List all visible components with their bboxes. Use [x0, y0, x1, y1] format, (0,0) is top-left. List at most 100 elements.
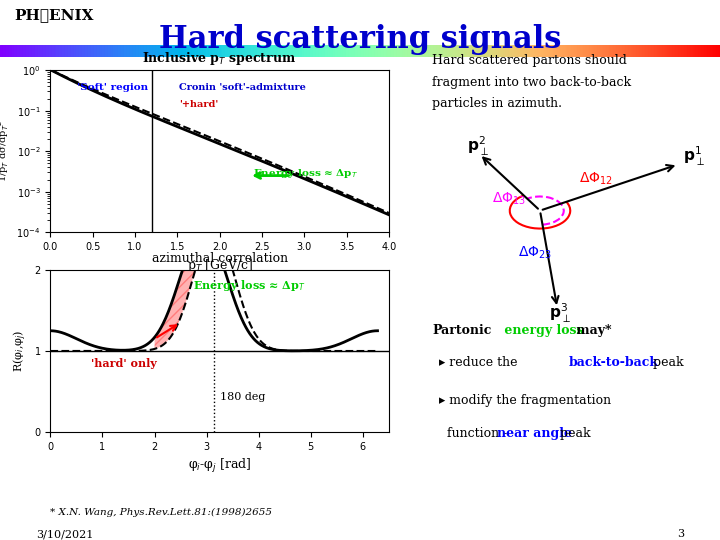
Bar [685, 45, 687, 57]
Bar [487, 45, 489, 57]
Text: * X.N. Wang, Phys.Rev.Lett.81:(1998)2655: * X.N. Wang, Phys.Rev.Lett.81:(1998)2655 [50, 508, 272, 517]
Bar [82, 45, 84, 57]
Bar [140, 45, 141, 57]
Bar [181, 45, 182, 57]
Bar [647, 45, 648, 57]
Bar [13, 45, 14, 57]
Text: function -: function - [439, 427, 511, 440]
Bar [315, 45, 316, 57]
Bar [78, 45, 79, 57]
Bar [394, 45, 395, 57]
Bar [230, 45, 231, 57]
Bar [361, 45, 362, 57]
Bar [515, 45, 516, 57]
Text: 3/10/2021: 3/10/2021 [36, 529, 94, 539]
Bar [522, 45, 523, 57]
Bar [388, 45, 390, 57]
Bar [36, 45, 37, 57]
Bar [332, 45, 333, 57]
Bar [362, 45, 364, 57]
Text: $\Delta\Phi_{12}$: $\Delta\Phi_{12}$ [579, 171, 613, 187]
Bar [596, 45, 598, 57]
Bar [309, 45, 310, 57]
Bar [564, 45, 566, 57]
Bar [541, 45, 543, 57]
Bar [319, 45, 320, 57]
Bar [228, 45, 230, 57]
Bar [672, 45, 674, 57]
Bar [703, 45, 704, 57]
Bar [509, 45, 510, 57]
Bar [521, 45, 522, 57]
Bar [639, 45, 641, 57]
Bar [390, 45, 391, 57]
Bar [22, 45, 23, 57]
Bar [469, 45, 470, 57]
Text: Cronin 'soft'-admixture: Cronin 'soft'-admixture [179, 83, 306, 92]
Bar [532, 45, 534, 57]
Bar [6, 45, 7, 57]
Bar [204, 45, 205, 57]
Bar [339, 45, 341, 57]
Bar [296, 45, 297, 57]
Bar [105, 45, 107, 57]
Bar [615, 45, 616, 57]
Bar [716, 45, 717, 57]
Bar [460, 45, 462, 57]
Bar [122, 45, 124, 57]
Bar [151, 45, 153, 57]
Bar [215, 45, 217, 57]
Bar [420, 45, 421, 57]
Bar [428, 45, 430, 57]
Bar [325, 45, 326, 57]
Bar [499, 45, 500, 57]
Bar [231, 45, 233, 57]
Bar [589, 45, 590, 57]
Bar [132, 45, 134, 57]
Bar [382, 45, 384, 57]
Bar [287, 45, 289, 57]
Text: particles in azimuth.: particles in azimuth. [432, 97, 562, 110]
Bar [210, 45, 211, 57]
Bar [560, 45, 562, 57]
Text: Energy loss ≈ Δp$_T$: Energy loss ≈ Δp$_T$ [253, 166, 359, 179]
Bar [247, 45, 248, 57]
Bar [26, 45, 27, 57]
Bar [567, 45, 569, 57]
Bar [30, 45, 32, 57]
Bar [539, 45, 541, 57]
Bar [652, 45, 654, 57]
Y-axis label: R(φ$_i$,φ$_j$): R(φ$_i$,φ$_j$) [12, 330, 29, 372]
Bar [158, 45, 160, 57]
Bar [417, 45, 418, 57]
Bar [454, 45, 456, 57]
Y-axis label: 1/p$_T$ dσ/dp$_T$$^2$: 1/p$_T$ dσ/dp$_T$$^2$ [0, 120, 11, 183]
Bar [127, 45, 128, 57]
Bar [415, 45, 417, 57]
Bar [660, 45, 661, 57]
Bar [413, 45, 414, 57]
Bar [153, 45, 154, 57]
Bar [573, 45, 575, 57]
Bar [407, 45, 408, 57]
Bar [306, 45, 307, 57]
Bar [154, 45, 156, 57]
Bar [66, 45, 68, 57]
Bar [52, 45, 53, 57]
Bar [246, 45, 247, 57]
Bar [502, 45, 503, 57]
Bar [585, 45, 586, 57]
Text: $\mathbf{p}_\perp^1$: $\mathbf{p}_\perp^1$ [683, 145, 704, 168]
Bar [519, 45, 521, 57]
Bar [516, 45, 518, 57]
Bar [624, 45, 625, 57]
Bar [375, 45, 377, 57]
Bar [251, 45, 253, 57]
Bar [510, 45, 512, 57]
Bar [9, 45, 10, 57]
Bar [207, 45, 208, 57]
Bar [33, 45, 35, 57]
Bar [636, 45, 638, 57]
Bar [264, 45, 266, 57]
Bar [235, 45, 237, 57]
